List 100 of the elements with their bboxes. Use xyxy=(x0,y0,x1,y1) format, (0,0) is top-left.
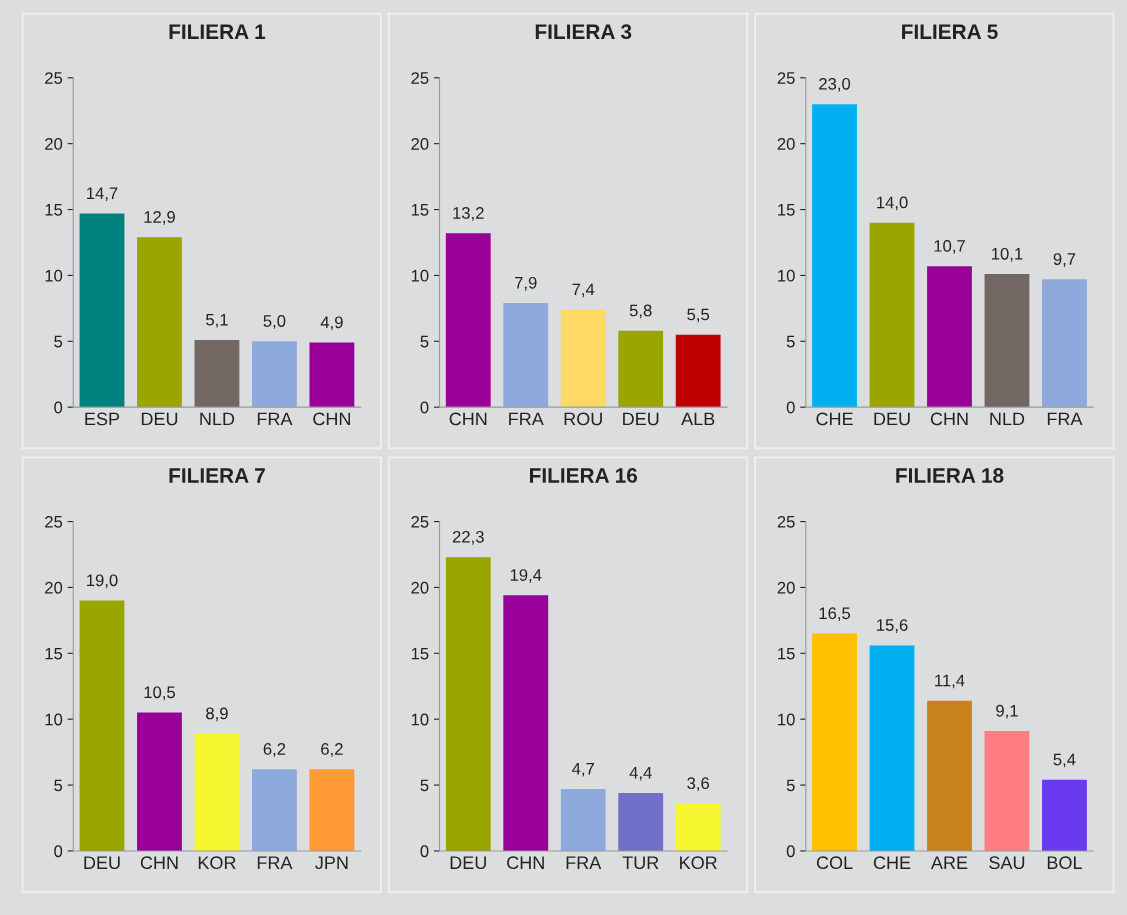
chart-title: FILIERA 18 xyxy=(896,468,1004,483)
chart-title: FILIERA 5 xyxy=(902,24,998,40)
y-tick-label: 15 xyxy=(411,647,429,660)
bar xyxy=(984,274,1030,408)
bar xyxy=(927,266,972,408)
y-tick-label: 0 xyxy=(786,845,795,858)
y-tick-label: 20 xyxy=(411,138,429,150)
x-tick-label: ARE xyxy=(930,856,968,869)
y-tick-label: 0 xyxy=(420,845,429,858)
data-label: 19,0 xyxy=(87,574,118,589)
y-tick-label: 10 xyxy=(778,269,795,282)
bar xyxy=(503,595,549,851)
bar xyxy=(137,712,182,851)
y-tick-label: 10 xyxy=(411,713,429,726)
data-label: 4,7 xyxy=(572,762,594,777)
bar xyxy=(194,339,240,408)
y-tick-label: 10 xyxy=(411,269,429,282)
y-tick-label: 15 xyxy=(45,204,63,216)
y-tick-label: 10 xyxy=(778,713,795,726)
x-tick-label: DEU xyxy=(450,856,486,870)
x-tick-label: CHE xyxy=(873,856,911,870)
x-tick-label: SAU xyxy=(989,856,1025,870)
chart-title: FILIERA 7 xyxy=(169,468,265,483)
data-label: 16,5 xyxy=(819,607,851,622)
bar xyxy=(194,733,240,851)
y-tick-label: 20 xyxy=(45,581,63,594)
chart-title: FILIERA 1 xyxy=(169,24,266,39)
bar xyxy=(79,213,125,408)
y-tick-label: 15 xyxy=(778,204,795,216)
y-tick-label: 0 xyxy=(54,401,63,414)
data-label: 19,4 xyxy=(510,569,542,583)
data-label: 9,7 xyxy=(1053,253,1076,267)
x-tick-label: CHE xyxy=(816,412,853,426)
x-tick-label: FRA xyxy=(1047,412,1083,426)
bar xyxy=(675,334,721,408)
x-tick-label: NLD xyxy=(990,412,1025,426)
y-tick-label: 25 xyxy=(45,515,63,528)
data-label: 6,2 xyxy=(263,743,286,757)
x-tick-label: DEU xyxy=(874,412,910,426)
x-tick-label: ALB xyxy=(681,412,715,426)
y-tick-label: 5 xyxy=(786,335,795,348)
y-tick-label: 5 xyxy=(420,335,429,348)
y-tick-label: 25 xyxy=(777,72,795,84)
x-tick-label: COL xyxy=(816,856,853,870)
x-tick-label: DEU xyxy=(141,412,178,426)
data-label: 5,8 xyxy=(629,304,652,319)
bar xyxy=(1042,779,1087,851)
bar xyxy=(618,792,664,851)
bar xyxy=(445,233,491,408)
y-tick-label: 15 xyxy=(778,647,795,660)
x-tick-label: DEU xyxy=(84,856,120,870)
bar xyxy=(560,309,606,408)
chart-title: FILIERA 16 xyxy=(530,468,638,483)
bar xyxy=(503,303,549,408)
y-tick-label: 20 xyxy=(411,581,429,594)
x-tick-label: BOL xyxy=(1047,856,1082,870)
data-label: 15,6 xyxy=(877,619,908,633)
chart-title: FILIERA 3 xyxy=(535,24,632,40)
x-tick-label: CHN xyxy=(449,412,487,426)
x-tick-label: JPN xyxy=(315,856,348,870)
data-label: 5,0 xyxy=(263,315,286,329)
data-label: 12,9 xyxy=(144,211,175,225)
data-label: 8,9 xyxy=(206,707,228,722)
y-tick-label: 25 xyxy=(411,72,429,84)
y-tick-label: 0 xyxy=(420,401,429,414)
y-tick-label: 25 xyxy=(45,72,63,84)
y-tick-label: 10 xyxy=(45,713,63,726)
bar xyxy=(869,222,915,408)
y-tick-label: 5 xyxy=(54,779,63,792)
bar xyxy=(1042,279,1087,408)
x-tick-label: CHN xyxy=(313,412,350,426)
y-tick-label: 25 xyxy=(411,515,429,528)
x-tick-label: NLD xyxy=(200,412,235,426)
y-tick-label: 5 xyxy=(786,779,795,792)
bar xyxy=(618,330,664,408)
y-tick-label: 5 xyxy=(54,335,63,348)
data-label: 11,4 xyxy=(935,674,965,689)
data-label: 13,2 xyxy=(453,207,484,221)
x-tick-label: KOR xyxy=(198,856,236,870)
y-tick-label: 10 xyxy=(45,269,63,282)
bar xyxy=(445,557,491,851)
bar xyxy=(309,342,355,408)
data-label: 22,3 xyxy=(452,530,484,545)
bar xyxy=(812,633,857,851)
data-label: 6,2 xyxy=(321,743,343,757)
x-tick-label: FRA xyxy=(257,412,293,426)
y-tick-label: 5 xyxy=(420,779,429,792)
y-tick-label: 25 xyxy=(777,515,795,528)
y-tick-label: 20 xyxy=(777,581,795,594)
data-label: 9,1 xyxy=(996,704,1018,719)
data-label: 14,7 xyxy=(87,187,118,202)
data-label: 3,6 xyxy=(687,777,710,792)
bar xyxy=(560,789,606,851)
bar xyxy=(309,769,355,851)
bar xyxy=(137,237,182,408)
bar xyxy=(252,769,297,851)
x-tick-label: FRA xyxy=(509,412,544,426)
data-label: 5,5 xyxy=(687,308,710,323)
bar xyxy=(927,700,972,851)
data-label: 7,9 xyxy=(515,276,537,291)
